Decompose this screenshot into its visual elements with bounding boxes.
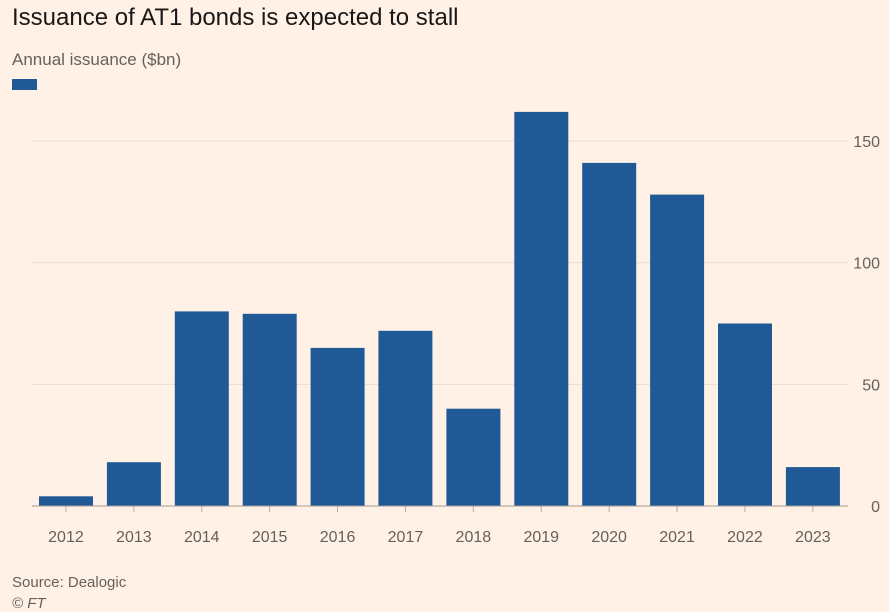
y-tick-label: 50 [862, 377, 880, 394]
bar-2018 [446, 408, 501, 506]
credit-note: © FT [12, 595, 46, 612]
x-tick-label: 2014 [184, 529, 220, 546]
bar-2012 [39, 496, 93, 506]
legend-swatch [12, 79, 37, 90]
bar-2013 [106, 462, 161, 506]
x-tick-label: 2019 [523, 529, 559, 546]
x-tick-label: 2017 [388, 529, 424, 546]
x-tick-label: 2018 [456, 529, 492, 546]
y-tick-label: 100 [853, 256, 880, 273]
x-tick-label: 2023 [795, 529, 831, 546]
bar-2014 [174, 311, 229, 506]
source-note: Source: Dealogic [12, 574, 127, 591]
y-tick-label: 0 [871, 499, 880, 516]
x-tick-label: 2022 [727, 529, 763, 546]
chart-subtitle: Annual issuance ($bn) [12, 50, 182, 69]
x-tick-label: 2016 [320, 529, 356, 546]
bars [39, 111, 840, 507]
bar-2019 [514, 111, 569, 507]
bar-2016 [310, 347, 365, 506]
gridlines [32, 140, 848, 385]
bar-2022 [718, 323, 772, 506]
x-tick-label: 2015 [252, 529, 288, 546]
y-tick-label: 150 [853, 134, 880, 151]
bar-2023 [785, 467, 840, 506]
x-tick-label: 2012 [48, 529, 84, 546]
bar-2017 [378, 330, 433, 506]
axes: 0 50 100 150 2012 2013 2014 2015 2016 2017 2018 201… [32, 134, 880, 546]
x-tick-label: 2013 [116, 529, 152, 546]
x-tick-label: 2021 [659, 529, 695, 546]
bar-2015 [242, 313, 297, 506]
x-tick-label: 2020 [591, 529, 627, 546]
bar-2020 [582, 162, 637, 506]
chart-title: Issuance of AT1 bonds is expected to sta… [12, 4, 459, 31]
bar-2021 [650, 194, 705, 506]
